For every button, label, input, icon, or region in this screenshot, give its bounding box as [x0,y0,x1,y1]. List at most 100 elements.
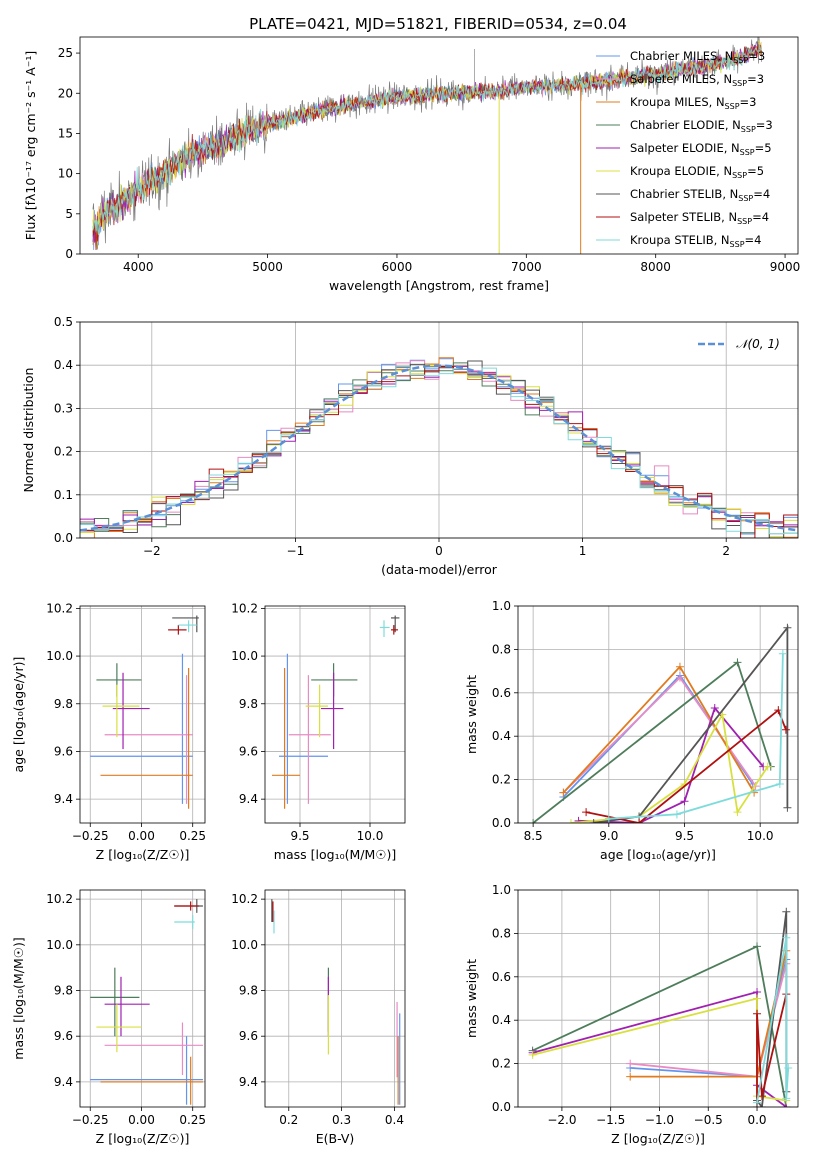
chart-weight_vs_Z: −2.0 −1.5 −1.0 −0.5 0.0 0.0 0.2 0.4 0.6 0.8 1.0 Z [… [464,883,799,1146]
plot-area-age_vs_mass [272,615,400,809]
y-tick-label: 0.0 [492,1100,511,1114]
weight-marker [753,1009,762,1018]
weight-line [608,653,784,820]
error-bar-point [288,675,331,804]
weight-line [562,676,757,794]
plot-area-weight_vs_age [529,623,792,823]
legend-label: Kroupa STELIB, NSSP=4 [630,233,761,249]
y-tick-label: 9.4 [54,1075,73,1089]
weight-marker [753,994,762,1003]
legend-label-main: Kroupa STELIB, N [630,233,730,247]
weight-marker [672,810,681,819]
plot-area-spectrum [92,37,762,254]
legend-label-sub: SSP [737,217,752,226]
x-axis-label: Z [log₁₀(Z/Z☉)] [96,847,190,862]
error-bar-point [90,967,140,1037]
legend-label: Salpeter MILES, NSSP=3 [630,72,764,88]
y-tick-label: 1.0 [492,599,511,613]
legend-label: Salpeter STELIB, NSSP=4 [630,210,769,226]
x-tick-label: −0.25 [72,1113,109,1127]
legend-label-main: Chabrier MILES, N [630,49,733,63]
error-bar-point [391,625,398,635]
y-tick-label: 9.8 [54,984,73,998]
y-tick-label: 15 [58,126,73,140]
y-tick-label: 0.2 [54,445,73,459]
legend-label-main: Salpeter ELODIE, N [630,141,740,155]
plot-area-age_vs_Z [90,615,199,809]
chart-spectrum: 4000 5000 6000 7000 8000 9000 0 5 10 15 20 25 wavele… [23,36,800,293]
error-bar-point [321,672,344,750]
y-axis-label: mass [log₁₀(M/M☉)] [11,937,26,1059]
y-tick-label: 10.0 [46,938,73,952]
error-bar-point [172,615,199,633]
legend-label-suffix: =3 [740,95,757,109]
error-bar-point [100,1056,203,1105]
legend-label-main: Chabrier STELIB, N [630,187,738,201]
error-bar-point [272,668,300,809]
legend-label-sub: SSP [738,194,753,203]
x-tick-label: 7000 [511,260,542,274]
error-bar-point [104,1022,203,1076]
error-bar-point [90,1036,203,1105]
legend-label-suffix: =3 [748,49,765,63]
error-bar-point [279,653,328,804]
y-tick-label: 0.8 [492,642,511,656]
y-tick-label: 0.2 [492,1057,511,1071]
y-tick-label: 9.8 [239,697,258,711]
error-bar-point [104,675,193,804]
y-tick-label: 0.0 [492,816,511,830]
y-tick-label: 10.2 [231,601,258,615]
plot-area-residuals [80,357,798,538]
y-tick-label: 9.6 [54,744,73,758]
legend-label-main: Salpeter STELIB, N [630,210,737,224]
weight-marker [566,819,575,823]
legend-label-sub: SSP [733,56,748,65]
x-tick-label: 0.25 [179,1113,206,1127]
error-bar-point [96,1004,142,1053]
x-tick-label: 0.0 [747,1113,766,1127]
error-bar-point [311,663,358,697]
y-tick-label: 0.3 [54,401,73,415]
error-bar-point [112,672,150,750]
figure-title: PLATE=0421, MJD=51821, FIBERID=0534, z=0… [249,15,627,33]
weight-marker [757,1103,766,1107]
y-tick-label: 5 [65,207,73,221]
y-tick-label: 9.6 [54,1029,73,1043]
chart-mass_vs_EBV: 0.2 0.3 0.4 9.4 9.6 9.8 10.0 10.2 E(B-V) [231,889,406,1146]
weight-line [570,711,769,823]
x-tick-label: 9.5 [290,829,309,843]
axes-frame [517,605,799,824]
error-bar-point [102,684,140,738]
legend-label: 𝒩(0, 1) [736,337,780,351]
y-tick-label: 9.6 [239,744,258,758]
x-axis-label: Z [log₁₀(Z/Z☉)] [96,1131,190,1146]
axes-frame [79,321,799,539]
y-tick-label: 10.2 [46,601,73,615]
weight-line [756,993,788,1107]
plot-area-mass_vs_EBV [271,899,401,1105]
error-bar-point [96,663,142,697]
axes-frame [79,605,206,824]
error-bar-point [174,915,195,929]
legend-label-sub: SSP [730,240,745,249]
y-axis-label: age [log₁₀(age/yr)] [11,657,26,773]
legend-label-suffix: =3 [756,118,773,132]
x-tick-label: 0.2 [279,1113,298,1127]
weight-line [756,937,790,1103]
legend-label-suffix: =4 [753,187,770,201]
axes-frame [264,889,406,1108]
legend-label-main: Kroupa MILES, N [630,95,725,109]
weight-marker [675,673,684,682]
weight-marker [753,942,762,951]
y-tick-label: 0.8 [492,926,511,940]
y-tick-label: 0.4 [492,729,511,743]
weight-marker [753,1098,762,1107]
error-bar-point [100,668,193,809]
axes-frame [264,605,406,824]
weight-marker [604,814,613,823]
x-tick-label: −1 [287,544,305,558]
x-tick-label: 6000 [382,260,413,274]
chart-weight_vs_age: 8.5 9.0 9.5 10.0 0.0 0.2 0.4 0.6 0.8 1.0 age [log₁… [464,599,799,862]
y-tick-label: 10.2 [46,892,73,906]
